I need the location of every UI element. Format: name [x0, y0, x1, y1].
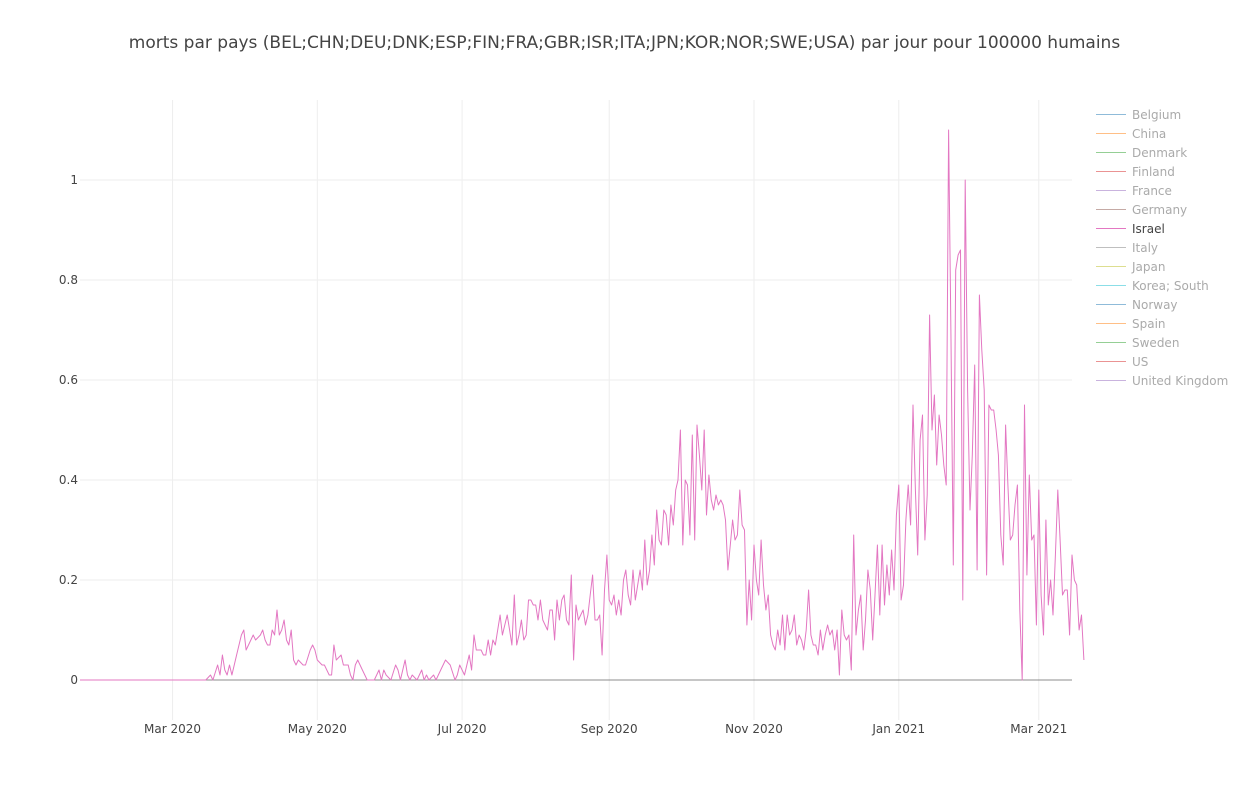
legend-item-china[interactable]: China: [1096, 124, 1228, 143]
legend-swatch: [1096, 209, 1126, 210]
legend-label: Italy: [1132, 240, 1159, 255]
legend-item-japan[interactable]: Japan: [1096, 257, 1228, 276]
x-tick-label: Nov 2020: [725, 722, 783, 736]
legend-swatch: [1096, 285, 1126, 286]
x-tick-label: Mar 2020: [144, 722, 201, 736]
y-tick-label: 0.6: [59, 373, 78, 387]
legend-item-sweden[interactable]: Sweden: [1096, 333, 1228, 352]
legend-swatch: [1096, 342, 1126, 343]
legend-swatch: [1096, 171, 1126, 172]
legend-label: Japan: [1132, 259, 1166, 274]
legend-label: China: [1132, 126, 1167, 141]
y-tick-label: 0: [70, 673, 78, 687]
legend-item-us[interactable]: US: [1096, 352, 1228, 371]
grid-lines: [80, 100, 1072, 720]
legend-label: Sweden: [1132, 335, 1180, 350]
y-tick-label: 0.4: [59, 473, 78, 487]
x-tick-label: Mar 2021: [1010, 722, 1067, 736]
legend: Belgium China Denmark Finland France Germany I…: [1096, 105, 1228, 390]
legend-swatch: [1096, 266, 1126, 267]
legend-swatch: [1096, 247, 1126, 248]
legend-item-united-kingdom[interactable]: United Kingdom: [1096, 371, 1228, 390]
legend-item-belgium[interactable]: Belgium: [1096, 105, 1228, 124]
series-line-israel[interactable]: [80, 129, 1085, 681]
legend-label: Denmark: [1132, 145, 1188, 160]
y-axis-ticks: 0 0.2 0.4 0.6 0.8 1: [59, 173, 78, 687]
legend-label: Korea; South: [1132, 278, 1209, 293]
y-tick-label: 0.2: [59, 573, 78, 587]
legend-swatch: [1096, 304, 1126, 305]
x-tick-label: Jan 2021: [871, 722, 925, 736]
y-tick-label: 1: [70, 173, 78, 187]
legend-label: Norway: [1132, 297, 1178, 312]
legend-item-norway[interactable]: Norway: [1096, 295, 1228, 314]
legend-item-denmark[interactable]: Denmark: [1096, 143, 1228, 162]
legend-item-france[interactable]: France: [1096, 181, 1228, 200]
legend-swatch: [1096, 361, 1126, 362]
legend-label: Germany: [1132, 202, 1188, 217]
x-tick-label: Jul 2020: [437, 722, 487, 736]
legend-swatch: [1096, 323, 1126, 324]
x-tick-label: Sep 2020: [581, 722, 638, 736]
legend-item-finland[interactable]: Finland: [1096, 162, 1228, 181]
legend-label: Finland: [1132, 164, 1175, 179]
legend-label: Belgium: [1132, 107, 1182, 122]
legend-label: Israel: [1132, 221, 1165, 236]
legend-swatch: [1096, 228, 1126, 229]
legend-swatch: [1096, 114, 1126, 115]
legend-label: US: [1132, 354, 1149, 369]
legend-item-israel[interactable]: Israel: [1096, 219, 1228, 238]
x-axis-ticks: Mar 2020 May 2020 Jul 2020 Sep 2020 Nov 2020…: [144, 722, 1067, 736]
legend-item-spain[interactable]: Spain: [1096, 314, 1228, 333]
legend-label: France: [1132, 183, 1172, 198]
legend-swatch: [1096, 380, 1126, 381]
legend-swatch: [1096, 190, 1126, 191]
legend-label: Spain: [1132, 316, 1166, 331]
legend-swatch: [1096, 152, 1126, 153]
legend-item-korea-south[interactable]: Korea; South: [1096, 276, 1228, 295]
y-tick-label: 0.8: [59, 273, 78, 287]
legend-item-italy[interactable]: Italy: [1096, 238, 1228, 257]
legend-swatch: [1096, 133, 1126, 134]
legend-label: United Kingdom: [1132, 373, 1229, 388]
series-lines: [80, 129, 1085, 681]
chart-title: morts par pays (BEL;CHN;DEU;DNK;ESP;FIN;…: [128, 33, 1121, 53]
legend-item-germany[interactable]: Germany: [1096, 200, 1228, 219]
x-tick-label: May 2020: [288, 722, 347, 736]
